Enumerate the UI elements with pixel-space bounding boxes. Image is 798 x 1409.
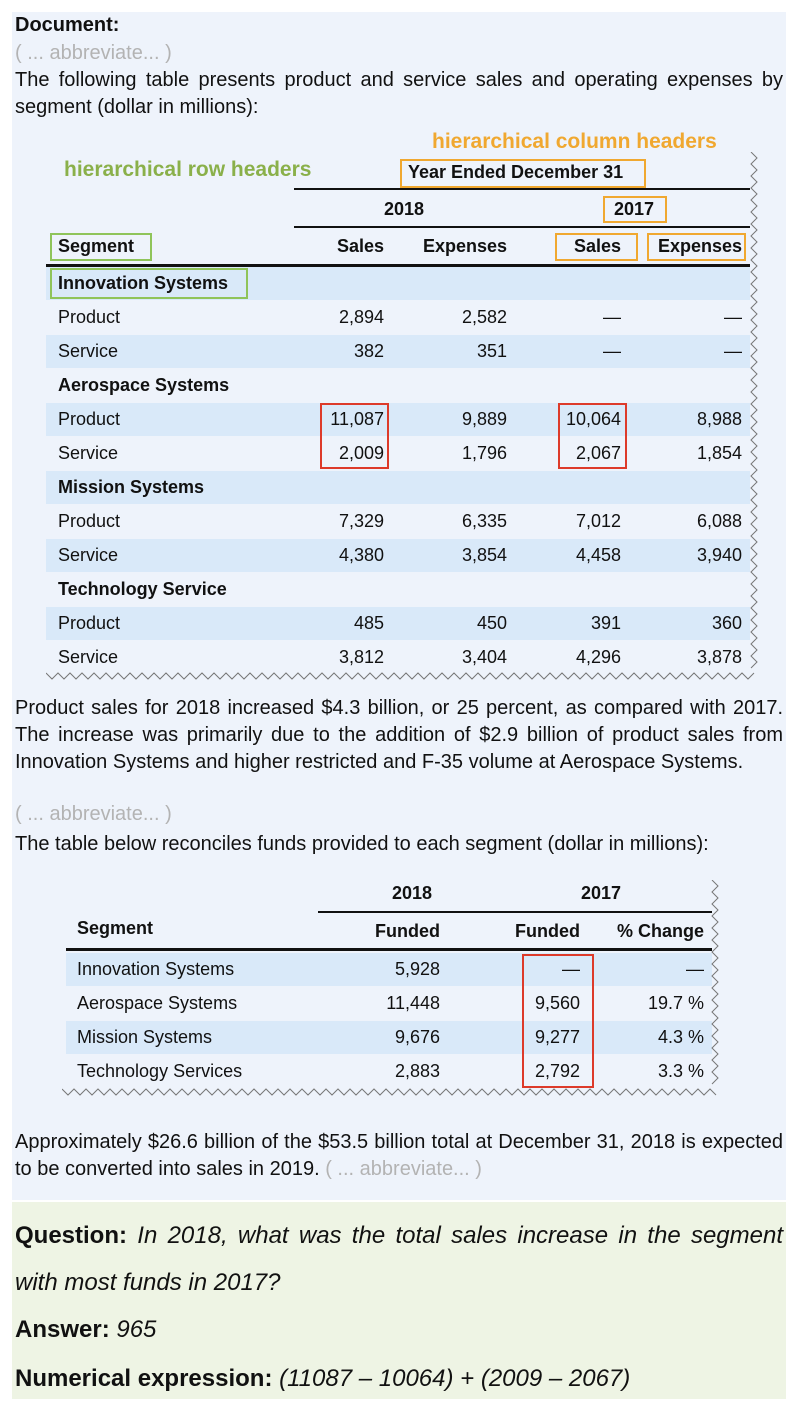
annotation-column-headers: hierarchical column headers <box>432 130 717 154</box>
abbreviate-note-3: ( ... abbreviate... ) <box>325 1158 482 1180</box>
section-title: Mission Systems <box>58 471 204 504</box>
paragraph-sales-increase: Product sales for 2018 increased $4.3 bi… <box>15 695 783 776</box>
t2-col-funded-2017: Funded <box>480 915 580 948</box>
col-segment-highlight <box>50 233 152 261</box>
document-label: Document: <box>15 14 119 37</box>
annotation-row-headers: hierarchical row headers <box>64 158 311 182</box>
intro-paragraph-2: The table below reconciles funds provide… <box>15 831 783 858</box>
question-block: Question: In 2018, what was the total sa… <box>15 1212 783 1306</box>
t2-torn-edge-right <box>707 880 727 1088</box>
torn-edge-bottom <box>46 670 758 684</box>
t2-cell-funded-2018: 2,883 <box>340 1055 440 1088</box>
t2-row-label: Technology Services <box>77 1055 242 1088</box>
cell-sales-2018: 2,894 <box>300 301 384 334</box>
col-expenses-2017-highlight <box>647 233 746 261</box>
t2-col-funded-2018: Funded <box>340 915 440 948</box>
year-2017-highlight <box>603 196 667 223</box>
cell-expenses-2018: 6,335 <box>400 505 507 538</box>
t2-cell-change: 3.3 % <box>600 1055 704 1088</box>
expression-value: (11087 – 10064) + (2009 – 2067) <box>279 1365 630 1392</box>
cell-expenses-2017: — <box>640 301 742 334</box>
answer-value: 965 <box>116 1316 156 1343</box>
cell-expenses-2017: 3,940 <box>640 539 742 572</box>
t2-row-label: Mission Systems <box>77 1021 212 1054</box>
col-expenses-2018: Expenses <box>400 230 507 263</box>
t2-year-2017: 2017 <box>581 877 621 910</box>
col-sales-2017-highlight <box>555 233 638 261</box>
question-label: Question: <box>15 1222 127 1249</box>
question-text: In 2018, what was the total sales increa… <box>15 1222 783 1296</box>
cell-sales-2018: 485 <box>300 607 384 640</box>
row-label: Product <box>58 403 120 436</box>
abbreviate-note-2: ( ... abbreviate... ) <box>15 803 172 826</box>
cell-expenses-2017: — <box>640 335 742 368</box>
intro-paragraph: The following table presents product and… <box>15 67 783 121</box>
t2-cell-change: 4.3 % <box>600 1021 704 1054</box>
paragraph-backlog: Approximately $26.6 billion of the $53.5… <box>15 1129 783 1183</box>
section-title: Technology Service <box>58 573 227 606</box>
cell-expenses-2017: 1,854 <box>640 437 742 470</box>
cell-expenses-2017: 8,988 <box>640 403 742 436</box>
t2-rule-header <box>66 948 712 951</box>
cell-sales-2018: 7,329 <box>300 505 384 538</box>
t2-year-2018: 2018 <box>392 877 432 910</box>
cell-sales-2017: 4,458 <box>540 539 621 572</box>
row-label: Product <box>58 301 120 334</box>
col-sales-2018: Sales <box>300 230 384 263</box>
row-label: Service <box>58 335 118 368</box>
highlight-sales-2018 <box>320 403 389 469</box>
cell-expenses-2018: 1,796 <box>400 437 507 470</box>
cell-expenses-2018: 9,889 <box>400 403 507 436</box>
row-label: Product <box>58 607 120 640</box>
t2-rule-years <box>318 911 712 913</box>
row-label: Product <box>58 505 120 538</box>
rule-years <box>294 226 750 228</box>
cell-sales-2017: 7,012 <box>540 505 621 538</box>
row-label: Service <box>58 437 118 470</box>
cell-sales-2017: 391 <box>540 607 621 640</box>
t2-cell-change: 19.7 % <box>600 987 704 1020</box>
cell-sales-2017: — <box>540 335 621 368</box>
cell-sales-2017: — <box>540 301 621 334</box>
t2-col-segment: Segment <box>77 912 153 945</box>
cell-expenses-2018: 450 <box>400 607 507 640</box>
cell-sales-2018: 382 <box>300 335 384 368</box>
answer-label: Answer: <box>15 1316 110 1343</box>
t2-row-label: Innovation Systems <box>77 953 234 986</box>
section-title-highlight <box>50 268 248 299</box>
highlight-sales-2017 <box>558 403 627 469</box>
cell-expenses-2018: 3,854 <box>400 539 507 572</box>
torn-edge-right <box>746 152 766 674</box>
t2-cell-funded-2018: 9,676 <box>340 1021 440 1054</box>
t2-cell-funded-2018: 5,928 <box>340 953 440 986</box>
rule-top <box>294 188 750 190</box>
cell-expenses-2018: 2,582 <box>400 301 507 334</box>
year-2018: 2018 <box>384 193 424 226</box>
t2-col-change: % Change <box>600 915 704 948</box>
cell-sales-2018: 4,380 <box>300 539 384 572</box>
group-header-highlight <box>400 159 646 188</box>
abbreviate-note-1: ( ... abbreviate... ) <box>15 42 172 65</box>
expression-label: Numerical expression: <box>15 1365 272 1392</box>
t2-cell-funded-2018: 11,448 <box>340 987 440 1020</box>
section-title: Aerospace Systems <box>58 369 229 402</box>
cell-expenses-2018: 351 <box>400 335 507 368</box>
answer-block: Answer: 965 <box>15 1306 156 1353</box>
row-label: Service <box>58 539 118 572</box>
highlight-funded-2017 <box>522 954 594 1088</box>
cell-expenses-2017: 360 <box>640 607 742 640</box>
t2-row-label: Aerospace Systems <box>77 987 237 1020</box>
t2-torn-edge-bottom <box>62 1086 718 1100</box>
t2-cell-change: — <box>600 953 704 986</box>
cell-expenses-2017: 6,088 <box>640 505 742 538</box>
expression-block: Numerical expression: (11087 – 10064) + … <box>15 1355 630 1402</box>
